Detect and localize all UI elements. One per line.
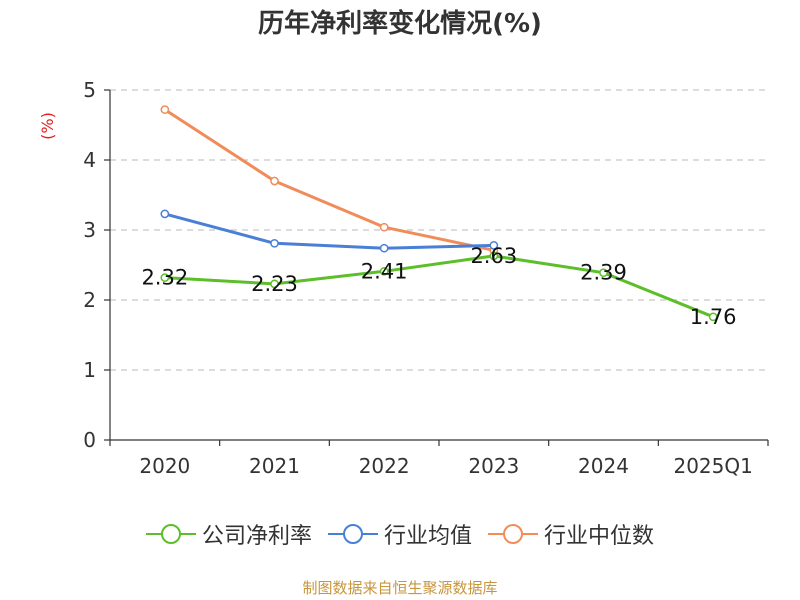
series-line: [164, 108, 495, 252]
chart-title: 历年净利率变化情况(%): [258, 9, 542, 39]
y-axis-label: (%): [38, 112, 57, 140]
data-point: [160, 273, 170, 282]
data-point: [708, 312, 718, 322]
y-tick-label: 4: [83, 148, 96, 172]
y-tick-label: 3: [83, 218, 96, 242]
data-point: [160, 105, 170, 114]
data-point: [270, 176, 279, 186]
data-label: 2.39: [580, 261, 627, 285]
series-line: [164, 254, 714, 319]
y-tick-label: 0: [83, 428, 96, 452]
legend-label: 行业中位数: [544, 524, 655, 549]
legend-label: 公司净利率: [201, 524, 312, 549]
data-point: [379, 266, 389, 276]
data-label: 2.32: [141, 266, 188, 290]
data-label: 2.23: [251, 272, 298, 296]
legend: 公司净利率 行业均值 行业中位数: [0, 518, 800, 550]
legend-item[interactable]: 公司净利率: [145, 518, 312, 550]
data-label: 2.63: [470, 244, 517, 268]
data-point: [379, 243, 389, 253]
legend-item[interactable]: 行业中位数: [488, 518, 654, 550]
source-footer: 制图数据来自恒生聚源数据库: [302, 579, 498, 597]
y-tick-label: 1: [83, 358, 96, 382]
data-point: [270, 238, 279, 248]
x-tick-label: 2025Q1: [673, 454, 752, 478]
legend-marker-icon: [327, 524, 378, 544]
legend-label: 行业均值: [383, 524, 472, 549]
legend-item[interactable]: 行业均值: [327, 518, 472, 550]
x-tick-label: 2023: [468, 454, 519, 478]
data-point: [270, 279, 279, 289]
data-point: [489, 241, 499, 250]
data-point: [379, 222, 389, 232]
legend-marker-icon: [145, 524, 196, 544]
x-tick-label: 2022: [359, 454, 410, 478]
series-line: [164, 212, 494, 250]
legend-marker-icon: [488, 524, 538, 544]
data-point: [489, 251, 499, 261]
y-tick-label: 5: [83, 78, 96, 102]
y-tick-label: 2: [83, 288, 96, 312]
x-tick-label: 2024: [578, 454, 629, 478]
data-label: 2.41: [361, 259, 408, 283]
data-label: 1.76: [690, 305, 737, 329]
x-tick-label: 2020: [139, 454, 190, 478]
data-point: [599, 268, 608, 278]
x-tick-label: 2021: [249, 454, 300, 478]
data-point: [160, 209, 170, 219]
